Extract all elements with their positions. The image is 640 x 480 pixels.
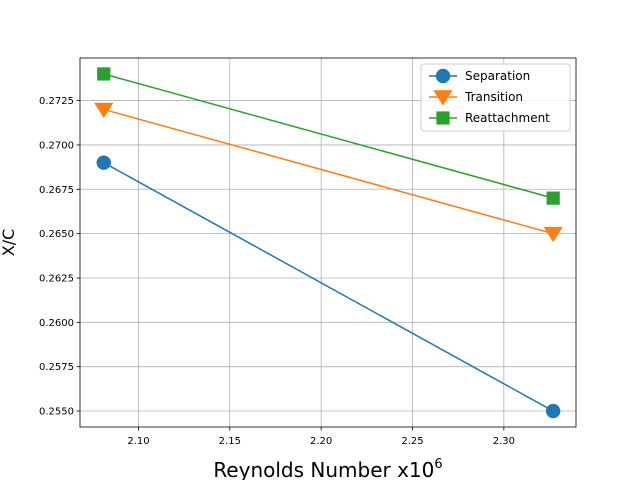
data-point-reattachment [546, 191, 560, 205]
legend-label-reattachment: Reattachment [465, 111, 550, 125]
x-axis-label-exponent: 6 [434, 457, 442, 472]
x-tick-label: 2.15 [219, 436, 241, 447]
series-line-reattachment [103, 73, 554, 199]
series-line-transition [103, 108, 554, 235]
x-tick-label: 2.30 [493, 436, 515, 447]
x-axis-label: Reynolds Number x106 [213, 457, 442, 480]
series-line-separation [103, 162, 554, 412]
x-tick-label: 2.25 [401, 436, 423, 447]
legend-box [420, 63, 571, 132]
legend-label-transition: Transition [464, 90, 523, 104]
x-axis-label-text: Reynolds Number x10 [213, 458, 434, 480]
legend-label-separation: Separation [465, 69, 530, 83]
y-tick-label: 0.2550 [39, 407, 74, 418]
plot-frame [79, 57, 577, 428]
data-point-transition [543, 226, 563, 243]
ticks: 2.10 2.15 2.20 2.25 2.30 0.2550 0.2575 0.2600 0.… [39, 96, 515, 447]
legend-marker-reattachment [436, 111, 450, 125]
data-point-reattachment [97, 67, 111, 81]
y-tick-label: 0.2700 [39, 140, 74, 151]
y-axis-label: X/C [0, 229, 18, 257]
x-tick-label: 2.10 [127, 436, 149, 447]
series-layer [94, 67, 563, 419]
x-tick-label: 2.20 [310, 436, 332, 447]
y-tick-label: 0.2650 [39, 229, 74, 240]
legend-marker-transition [433, 90, 453, 106]
legend: Separation Transition Reattachment [420, 63, 571, 132]
y-tick-label: 0.2675 [39, 185, 74, 196]
y-tick-label: 0.2725 [39, 96, 74, 107]
y-tick-label: 0.2600 [39, 318, 74, 329]
data-point-separation [96, 155, 111, 170]
legend-marker-separation [435, 68, 451, 84]
data-point-transition [94, 102, 114, 119]
y-tick-label: 0.2625 [39, 273, 74, 284]
data-point-separation [545, 403, 561, 419]
y-tick-label: 0.2575 [39, 362, 74, 373]
